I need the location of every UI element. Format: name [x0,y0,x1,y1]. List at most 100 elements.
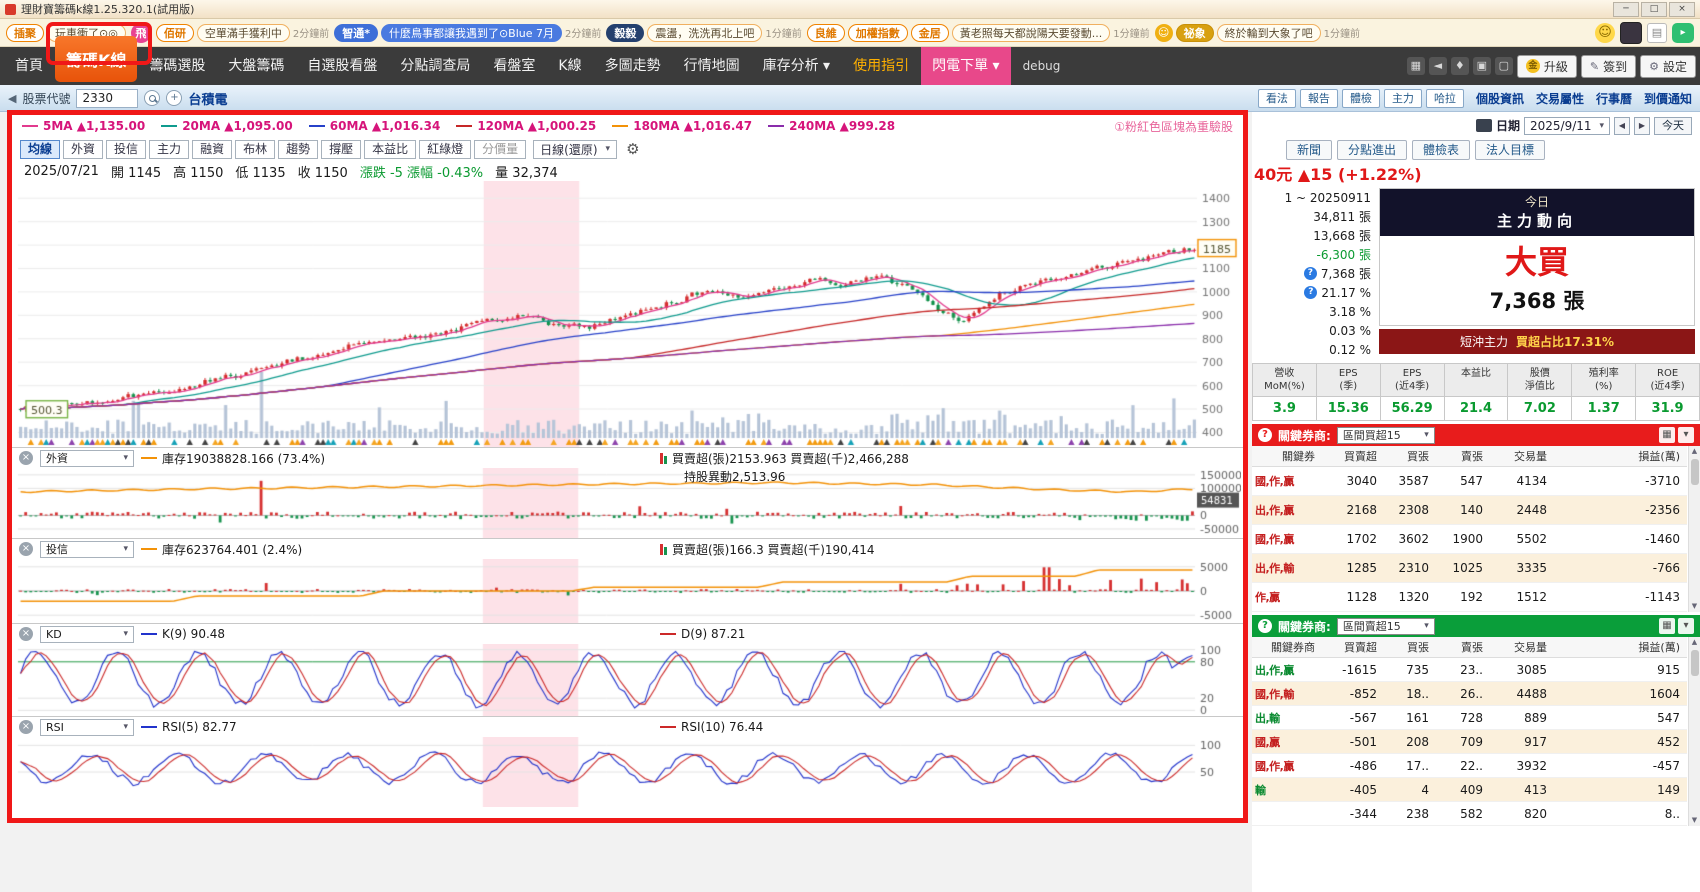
subbar-link[interactable]: 個股資訊 [1475,91,1524,106]
trust-netbuy-chart[interactable] [12,559,1241,624]
stock-code-input[interactable]: 2330 [76,88,139,108]
menu-item[interactable]: 庫存分析 ▾ [762,58,831,74]
close-panel-icon[interactable]: × [19,542,33,557]
subbar-button[interactable]: 看法 [1257,88,1296,108]
broker-row[interactable]: 輸 -405 4 409 413 149 [1252,778,1687,802]
settings-button[interactable]: ⚙ 設定 [1640,54,1696,78]
menu-item[interactable]: 多圖走勢 [604,58,661,74]
broker-row[interactable]: 國,作,贏 3040 3587 547 4134 -3710 [1252,467,1687,496]
help-icon[interactable]: ? [1258,428,1272,442]
broker-row[interactable]: 出,作,輸 1285 2310 1025 3335 -766 [1252,554,1687,583]
menu-item[interactable]: 自選股看盤 [307,58,378,74]
add-icon[interactable]: + [166,90,183,106]
window-icon[interactable]: ▢ [1494,57,1513,75]
upgrade-button[interactable]: 金 升級 [1516,54,1577,78]
search-icon[interactable] [144,90,161,106]
menu-item[interactable]: 閃電下單 ▾ [921,47,1011,85]
rsi-chart[interactable] [12,737,1241,808]
broker-row[interactable]: 作,贏 1128 1320 192 1512 -1143 [1252,583,1687,612]
period-select[interactable]: 日線(還原) ▾ [533,139,618,159]
chart-tab[interactable]: 投信 [106,139,147,159]
foreign-netbuy-chart[interactable] [12,468,1241,539]
minimize-button[interactable]: ─ [1613,1,1639,17]
buy-range-select[interactable]: 區間買超15 ▾ [1336,426,1435,444]
candlestick-chart[interactable] [12,181,1243,448]
chart-tab[interactable]: 外資 [63,139,104,159]
sell-range-select[interactable]: 區間賣超15 ▾ [1336,617,1435,635]
help-icon[interactable]: ? [1258,619,1272,633]
menu-item[interactable]: 籌碼K線 [55,36,138,82]
user-avatar[interactable] [1620,21,1642,44]
subbar-link[interactable]: 交易屬性 [1535,91,1584,106]
megaphone-icon[interactable]: ◄ [1428,57,1447,75]
chart-tab[interactable]: 趨勢 [278,139,319,159]
rsi-panel-select[interactable]: RSI ▾ [40,718,134,736]
broker-row[interactable]: -344 238 582 820 8.. [1252,802,1687,826]
subbar-button[interactable]: 主力 [1383,88,1422,108]
checkin-button[interactable]: ✎ 簽到 [1580,54,1637,78]
prev-day-button[interactable]: ◀ [1614,116,1630,135]
foreign-panel-select[interactable]: 外資 ▾ [40,449,134,467]
kd-panel-select[interactable]: KD ▾ [40,625,134,643]
next-day-button[interactable]: ▶ [1634,116,1650,135]
emoji-icon[interactable]: ☺ [1595,22,1615,43]
menu-item[interactable]: debug [1022,59,1061,73]
help-icon[interactable]: ? [1303,267,1317,280]
menu-item[interactable]: 使用指引 [853,58,910,74]
close-panel-icon[interactable]: × [19,720,33,735]
chat-bubble-icon[interactable]: ▸ [1672,22,1694,43]
chart-tab[interactable]: 撐壓 [321,139,362,159]
menu-item[interactable]: 行情地圖 [683,58,740,74]
subbar-button[interactable]: 哈拉 [1425,88,1464,108]
broker-row[interactable]: 國,作,輸 -852 18.. 26.. 4488 1604 [1252,682,1687,706]
chart-tab[interactable]: 分價量 [474,139,527,159]
back-arrow-icon[interactable]: ◀ [8,91,17,105]
document-icon[interactable]: ▤ [1647,22,1667,43]
subbar-button[interactable]: 體檢 [1341,88,1380,108]
ticker-item[interactable]: 佰研 空單滿手獲利中 2分鐘前 [155,23,329,42]
help-icon[interactable]: ? [1304,286,1318,299]
stock-name[interactable]: 台積電 [188,92,228,108]
menu-item[interactable]: K線 [558,58,582,74]
broker-row[interactable]: 出,作,贏 2168 2308 140 2448 -2356 [1252,496,1687,525]
anchor-icon[interactable]: ♦ [1450,57,1469,75]
trust-panel-select[interactable]: 投信 ▾ [40,540,134,558]
broker-row[interactable]: 國,作,贏 1702 3602 1900 5502 -1460 [1252,525,1687,554]
subbar-link[interactable]: 到價通知 [1643,91,1692,106]
menu-item[interactable]: 籌碼選股 [149,58,206,74]
expand-icon[interactable]: ▾ [1678,618,1694,634]
sidebar-tab[interactable]: 分點進出 [1337,140,1408,160]
scrollbar[interactable]: ▲ ▼ [1688,637,1700,826]
kd-oscillator-chart[interactable] [12,644,1241,717]
menu-item[interactable]: 大盤籌碼 [228,58,285,74]
grid-view-icon[interactable]: ▦ [1659,427,1675,443]
broker-row[interactable]: 出,作,贏 -1615 735 23.. 3085 915 [1252,658,1687,682]
chart-tab[interactable]: 均線 [20,139,61,159]
chart-tab[interactable]: 本益比 [364,139,417,159]
broker-row[interactable]: 出,輸 -567 161 728 889 547 [1252,706,1687,730]
menu-item[interactable]: 首頁 [15,58,43,74]
palette-icon[interactable]: ▦ [1406,57,1425,75]
today-button[interactable]: 今天 [1654,116,1692,135]
broker-row[interactable]: 國,作,贏 -486 17.. 22.. 3932 -457 [1252,754,1687,778]
close-panel-icon[interactable]: × [19,627,33,642]
close-button[interactable]: × [1669,1,1695,17]
subbar-link[interactable]: 行事曆 [1595,91,1632,106]
ticker-item[interactable]: 智通* 什麼鳥事都讓我遇到了⊙Blue 7月 2分鐘前 [334,23,601,42]
sidebar-tab[interactable]: 體檢表 [1412,140,1471,160]
broker-row[interactable]: 國,贏 -501 208 709 917 452 [1252,730,1687,754]
close-panel-icon[interactable]: × [19,451,33,466]
chart-tab[interactable]: 紅綠燈 [419,139,472,159]
sidebar-tab[interactable]: 法人目標 [1475,140,1546,160]
ticker-item[interactable]: 毅毅 震盪，洗洗再北上吧 1分鐘前 [606,23,802,42]
chart-icon[interactable]: ▣ [1472,57,1491,75]
chart-tab[interactable]: 布林 [235,139,276,159]
chart-tab[interactable]: 主力 [149,139,190,159]
expand-icon[interactable]: ▾ [1678,427,1694,443]
ticker-item[interactable]: 良維 加權指數 金居 黃老照每天都說陽天要發動... 1分鐘前 [806,23,1150,42]
chart-tab[interactable]: 融資 [192,139,233,159]
chart-settings-gear-icon[interactable]: ⚙ [626,140,640,158]
ticker-item[interactable]: ☺ 祕象 終於輪到大象了吧 1分鐘前 [1154,23,1360,42]
menu-item[interactable]: 分點調查局 [400,58,471,74]
menu-item[interactable]: 看盤室 [493,58,536,74]
